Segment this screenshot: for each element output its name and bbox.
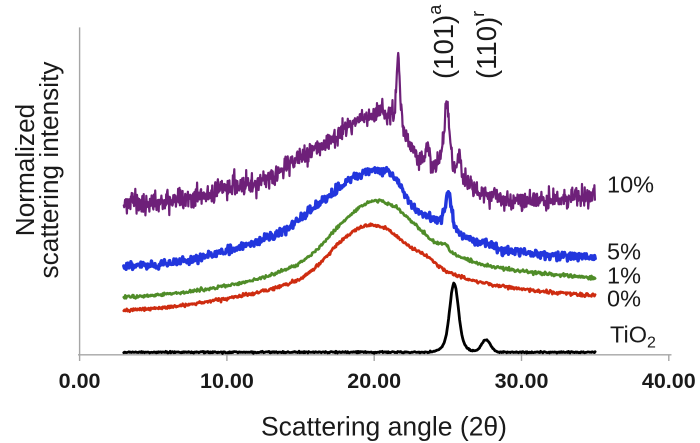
svg-text:scattering intensity: scattering intensity bbox=[34, 61, 64, 279]
svg-text:1%: 1% bbox=[607, 263, 641, 289]
svg-text:30.00: 30.00 bbox=[495, 369, 549, 393]
svg-text:10.00: 10.00 bbox=[200, 369, 254, 393]
svg-text:0.00: 0.00 bbox=[59, 369, 101, 393]
svg-text:Scattering angle (2θ): Scattering angle (2θ) bbox=[261, 412, 507, 442]
svg-text:40.00: 40.00 bbox=[642, 369, 696, 393]
svg-text:10%: 10% bbox=[607, 172, 654, 198]
svg-text:(110)r: (110)r bbox=[468, 11, 502, 79]
svg-text:0%: 0% bbox=[607, 286, 641, 312]
svg-text:20.00: 20.00 bbox=[347, 369, 401, 393]
svg-text:Normalized: Normalized bbox=[10, 104, 40, 236]
svg-text:TiO2: TiO2 bbox=[610, 322, 656, 352]
svg-text:(101)a: (101)a bbox=[425, 4, 459, 79]
svg-text:5%: 5% bbox=[607, 239, 641, 265]
